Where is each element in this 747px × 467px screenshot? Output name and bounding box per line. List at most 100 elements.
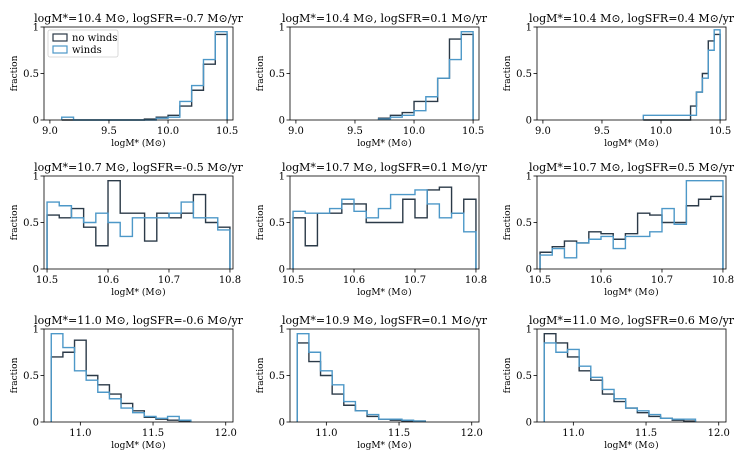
y-tick-label: 0 bbox=[33, 116, 39, 127]
x-axis-label: logM* (M⊙) bbox=[357, 287, 411, 298]
axes-frame bbox=[43, 328, 234, 423]
y-axis-label: fraction bbox=[10, 55, 20, 91]
series-winds bbox=[46, 201, 231, 269]
x-axis-label: logM* (M⊙) bbox=[357, 138, 411, 149]
y-tick-label: 0.5 bbox=[516, 371, 532, 382]
subplot-title: logM*=10.4 M⊙, logSFR=-0.7 M⊙/yr bbox=[34, 12, 244, 25]
y-axis-label: fraction bbox=[256, 357, 266, 393]
y-tick-label: 1 bbox=[526, 325, 532, 336]
legend-swatch bbox=[52, 45, 68, 54]
y-tick-label: 0.5 bbox=[23, 371, 39, 382]
x-tick-label: 10.8 bbox=[219, 275, 241, 286]
y-axis-label: fraction bbox=[503, 204, 513, 240]
legend-label: winds bbox=[72, 45, 102, 56]
x-tick-label: 9.5 bbox=[347, 126, 363, 137]
series-winds bbox=[292, 189, 477, 269]
x-tick-label: 12.0 bbox=[708, 428, 730, 439]
x-tick-label: 11.0 bbox=[69, 428, 91, 439]
y-axis-label: fraction bbox=[503, 357, 513, 393]
x-tick-label: 9.0 bbox=[535, 126, 551, 137]
x-tick-label: 11.5 bbox=[142, 428, 164, 439]
y-tick-label: 0 bbox=[526, 265, 532, 276]
x-tick-label: 10.0 bbox=[650, 126, 672, 137]
axes-frame bbox=[289, 328, 480, 423]
subplot-title: logM*=10.7 M⊙, logSFR=0.5 M⊙/yr bbox=[529, 161, 735, 174]
x-tick-label: 11.0 bbox=[562, 428, 584, 439]
x-tick-label: 11.0 bbox=[315, 428, 337, 439]
legend-box bbox=[47, 29, 119, 58]
series-winds bbox=[50, 332, 192, 422]
x-tick-label: 11.5 bbox=[388, 428, 410, 439]
x-axis-label: logM* (M⊙) bbox=[604, 138, 658, 149]
series-winds bbox=[539, 179, 724, 269]
y-tick-label: 1 bbox=[279, 23, 285, 34]
x-tick-label: 11.5 bbox=[635, 428, 657, 439]
y-tick-label: 0 bbox=[33, 265, 39, 276]
x-axis-label: logM* (M⊙) bbox=[111, 287, 165, 298]
y-axis-label: fraction bbox=[10, 357, 20, 393]
y-tick-label: 1 bbox=[33, 172, 39, 183]
x-tick-label: 10.8 bbox=[712, 275, 734, 286]
axes-frame bbox=[43, 175, 234, 270]
axes-frame bbox=[289, 26, 480, 121]
y-axis-label: fraction bbox=[503, 55, 513, 91]
x-axis-label: logM* (M⊙) bbox=[111, 440, 165, 451]
y-tick-label: 0.5 bbox=[23, 69, 39, 80]
x-tick-label: 10.6 bbox=[97, 275, 119, 286]
y-tick-label: 0.5 bbox=[23, 218, 39, 229]
x-tick-label: 10.5 bbox=[282, 275, 304, 286]
x-tick-label: 10.5 bbox=[709, 126, 731, 137]
series-no-winds bbox=[543, 332, 697, 422]
x-tick-label: 12.0 bbox=[215, 428, 237, 439]
x-tick-label: 10.5 bbox=[529, 275, 551, 286]
y-tick-label: 0 bbox=[526, 418, 532, 429]
axes-frame bbox=[536, 175, 727, 270]
y-tick-label: 0.5 bbox=[516, 218, 532, 229]
legend-swatch bbox=[52, 33, 68, 42]
x-tick-label: 9.0 bbox=[288, 126, 304, 137]
x-tick-label: 9.5 bbox=[101, 126, 117, 137]
x-tick-label: 10.7 bbox=[404, 275, 426, 286]
x-tick-label: 10.6 bbox=[590, 275, 612, 286]
x-tick-label: 10.7 bbox=[651, 275, 673, 286]
y-tick-label: 0.5 bbox=[269, 371, 285, 382]
x-axis-label: logM* (M⊙) bbox=[111, 138, 165, 149]
x-tick-label: 9.5 bbox=[594, 126, 610, 137]
subplot-title: logM*=10.9 M⊙, logSFR=0.1 M⊙/yr bbox=[282, 314, 488, 327]
y-tick-label: 0 bbox=[279, 116, 285, 127]
y-axis-label: fraction bbox=[256, 204, 266, 240]
series-no-winds bbox=[46, 179, 231, 269]
series-winds bbox=[296, 332, 426, 422]
series-winds bbox=[642, 29, 721, 120]
axes-frame bbox=[536, 26, 727, 121]
x-tick-label: 10.5 bbox=[36, 275, 58, 286]
x-tick-label: 10.0 bbox=[403, 126, 425, 137]
x-axis-label: logM* (M⊙) bbox=[357, 440, 411, 451]
series-no-winds bbox=[539, 195, 724, 269]
subplot-title: logM*=10.7 M⊙, logSFR=-0.5 M⊙/yr bbox=[34, 161, 244, 174]
y-tick-label: 1 bbox=[526, 172, 532, 183]
y-tick-label: 0.5 bbox=[269, 69, 285, 80]
y-tick-label: 1 bbox=[33, 23, 39, 34]
x-axis-label: logM* (M⊙) bbox=[604, 440, 658, 451]
subplot-title: logM*=11.0 M⊙, logSFR=0.6 M⊙/yr bbox=[529, 314, 735, 327]
y-axis-label: fraction bbox=[10, 204, 20, 240]
series-winds bbox=[543, 342, 697, 422]
y-axis-label: fraction bbox=[256, 55, 266, 91]
x-tick-label: 10.8 bbox=[465, 275, 487, 286]
y-tick-label: 0.5 bbox=[269, 218, 285, 229]
x-tick-label: 12.0 bbox=[461, 428, 483, 439]
y-tick-label: 0 bbox=[279, 418, 285, 429]
legend-label: no winds bbox=[72, 33, 117, 44]
